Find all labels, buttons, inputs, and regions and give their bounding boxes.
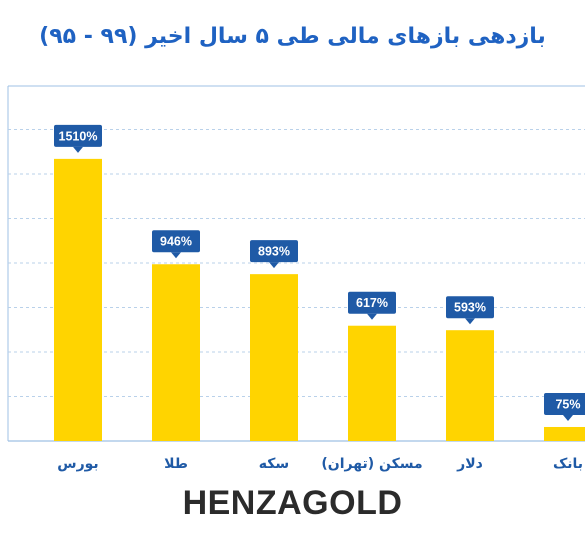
category-label: دلار: [456, 456, 483, 472]
data-label: 1510%: [59, 129, 98, 143]
value-badge-pointer: [269, 262, 279, 269]
bar: [54, 158, 102, 442]
bar: [446, 330, 494, 441]
value-badge-box: [152, 230, 200, 253]
value-badge: 893%: [250, 240, 298, 269]
value-badge-box: [54, 124, 102, 147]
data-label: 893%: [258, 245, 290, 259]
value-badge: 75%: [544, 392, 585, 421]
data-label: 593%: [454, 301, 486, 315]
category-label: بورس: [57, 456, 98, 472]
brand-logo-text: HENZAGOLD: [182, 484, 403, 522]
category-label: سکه: [259, 456, 289, 472]
value-badge: 617%: [348, 291, 396, 320]
value-badge-box: [348, 291, 396, 314]
value-badge-box: [446, 296, 494, 319]
category-label: طلا: [164, 456, 188, 472]
value-badge-pointer: [465, 318, 475, 325]
bar: [348, 325, 396, 441]
category-label: بانک: [553, 456, 583, 472]
value-badge-pointer: [73, 146, 83, 153]
bar: [152, 264, 200, 441]
value-badge-pointer: [367, 313, 377, 320]
bar: [250, 274, 298, 441]
value-badge-pointer: [563, 414, 573, 421]
value-labels: 1510% 946% 893% 617% 593% 75%: [54, 124, 585, 421]
value-badge: 1510%: [54, 124, 102, 153]
data-label: 617%: [356, 296, 388, 310]
value-badge: 946%: [152, 230, 200, 259]
value-badge-box: [250, 240, 298, 263]
data-label: 946%: [160, 235, 192, 249]
bar: [544, 426, 585, 441]
data-label: 75%: [555, 397, 580, 411]
value-badge: 593%: [446, 296, 494, 325]
category-label: مسکن (تهران): [321, 456, 422, 472]
chart-title: بازدهی بازهای مالی طی ۵ سال اخیر (۹۹ - ۹…: [39, 24, 546, 49]
category-labels: بورس طلا سکه مسکن (تهران) دلار بانک: [57, 456, 583, 472]
value-badge-pointer: [171, 252, 181, 259]
bars: [54, 158, 585, 442]
value-badge-box: [544, 392, 585, 415]
